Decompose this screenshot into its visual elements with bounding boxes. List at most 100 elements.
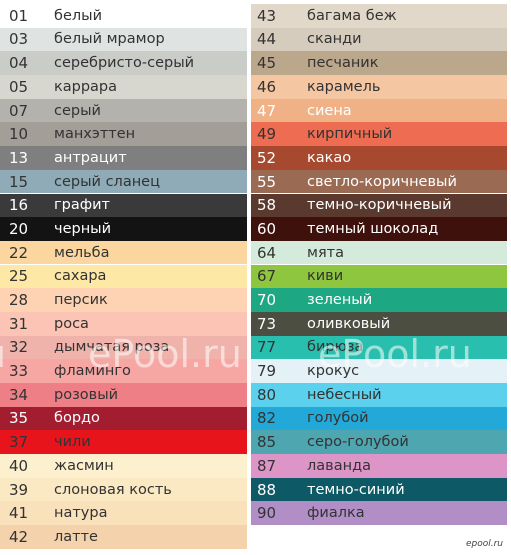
color-name: каррара <box>54 78 118 95</box>
color-code: 22 <box>9 243 29 262</box>
color-code: 07 <box>9 101 29 120</box>
color-name: оливковый <box>307 315 391 332</box>
color-swatch-row: 87 лаванда <box>251 454 507 478</box>
color-code: 85 <box>257 433 277 452</box>
color-swatch-row: 34 розовый <box>0 383 247 407</box>
color-code: 16 <box>9 196 29 215</box>
color-name: какао <box>307 149 352 166</box>
color-code: 52 <box>257 148 277 167</box>
color-code: 43 <box>257 6 277 25</box>
color-swatch-row: 58 темно-коричневый <box>251 193 507 218</box>
color-swatch-row: 80 небесный <box>251 383 507 407</box>
color-name: слоновая кость <box>54 481 172 498</box>
color-name: дымчатая роза <box>54 339 170 356</box>
color-swatch-row: 41 натура <box>0 501 247 526</box>
color-swatch-row: 04 серебристо-серый <box>0 51 247 75</box>
color-code: 79 <box>257 362 277 381</box>
color-code: 33 <box>9 362 29 381</box>
color-name: сахара <box>54 268 107 285</box>
color-code: 90 <box>257 504 277 523</box>
color-swatch-row: 10 манхэттен <box>0 122 247 147</box>
color-swatch-row: 82 голубой <box>251 406 507 431</box>
color-name: серо-голубой <box>307 434 409 451</box>
color-code: 49 <box>257 125 277 144</box>
color-code: 28 <box>9 291 29 310</box>
color-name: серебристо-серый <box>54 55 195 72</box>
color-name: бордо <box>54 410 100 427</box>
color-swatch-row: 88 темно-синий <box>251 477 507 502</box>
color-name: мята <box>307 244 344 261</box>
color-code: 32 <box>9 338 29 357</box>
color-name: карамель <box>307 78 381 95</box>
color-code: 77 <box>257 338 277 357</box>
color-code: 67 <box>257 267 277 286</box>
color-swatch-row: 55 светло-коричневый <box>251 169 507 194</box>
color-code: 35 <box>9 409 29 428</box>
color-swatch-row: 44 сканди <box>251 27 507 52</box>
color-swatch-row: 07 серый <box>0 98 247 123</box>
color-name: серый <box>54 102 101 119</box>
color-swatch-row: 73 оливковый <box>251 311 507 336</box>
color-code: 44 <box>257 30 277 49</box>
color-swatch-row: 60 темный шоколад <box>251 217 507 241</box>
color-name: антрацит <box>54 149 127 166</box>
color-swatch-row: 85 серо-голубой <box>251 430 507 454</box>
color-swatch-row: 32 дымчатая роза <box>0 335 247 360</box>
color-name: розовый <box>54 386 119 403</box>
color-swatch-row: 70 зеленый <box>251 288 507 312</box>
color-code: 73 <box>257 314 277 333</box>
color-code: 31 <box>9 314 29 333</box>
color-name: роса <box>54 315 89 332</box>
color-swatch-row: 31 роса <box>0 311 247 336</box>
color-swatch-row: 39 слоновая кость <box>0 477 247 502</box>
color-name: светло-коричневый <box>307 173 457 190</box>
color-name: мельба <box>54 244 110 261</box>
color-code: 87 <box>257 456 277 475</box>
color-swatch-row: 22 мельба <box>0 240 247 265</box>
color-swatch-row: 40 жасмин <box>0 454 247 478</box>
color-name: темно-коричневый <box>307 197 452 214</box>
color-code: 55 <box>257 172 277 191</box>
color-swatch-row: 01 белый <box>0 4 247 28</box>
color-swatch-row: 35 бордо <box>0 406 247 431</box>
color-code: 41 <box>9 504 29 523</box>
color-name: сканди <box>307 31 362 48</box>
color-name: кирпичный <box>307 126 393 143</box>
color-code: 13 <box>9 148 29 167</box>
color-name: багама беж <box>307 7 397 24</box>
color-swatch-row: 13 антрацит <box>0 146 247 170</box>
color-swatch-row: 79 крокус <box>251 359 507 383</box>
color-swatch-row: 90 фиалка <box>251 501 507 526</box>
color-code: 42 <box>9 527 29 546</box>
color-swatch-row: 42 латте <box>0 525 247 549</box>
color-name: крокус <box>307 363 360 380</box>
color-name: латте <box>54 528 98 545</box>
color-code: 25 <box>9 267 29 286</box>
color-code: 70 <box>257 291 277 310</box>
color-swatch-row: 46 карамель <box>251 75 507 99</box>
color-swatch-row: 15 серый сланец <box>0 169 247 194</box>
color-name: фламинго <box>54 363 131 380</box>
color-code: 04 <box>9 54 29 73</box>
color-swatch-row: 43 багама беж <box>251 4 507 28</box>
color-code: 64 <box>257 243 277 262</box>
color-swatch-row: 05 каррара <box>0 75 247 99</box>
color-name: графит <box>54 197 110 214</box>
color-name: небесный <box>307 386 382 403</box>
color-swatch-row: 77 бирюза <box>251 335 507 360</box>
color-code: 05 <box>9 77 29 96</box>
color-name: жасмин <box>54 457 114 474</box>
color-name: зеленый <box>307 292 373 309</box>
color-code: 40 <box>9 456 29 475</box>
color-swatch-row: 33 фламинго <box>0 359 247 383</box>
color-name: киви <box>307 268 344 285</box>
color-swatch-row: 64 мята <box>251 240 507 265</box>
color-name: фиалка <box>307 505 365 522</box>
site-logo: epool.ru <box>465 539 503 549</box>
color-name: песчаник <box>307 55 379 72</box>
color-code: 20 <box>9 219 29 238</box>
right-color-column: 43 багама беж 44 сканди 45 песчаник 46 карамель… <box>251 4 507 526</box>
color-swatch-row: 67 киви <box>251 264 507 289</box>
color-code: 39 <box>9 480 29 499</box>
color-name: персик <box>54 292 108 309</box>
